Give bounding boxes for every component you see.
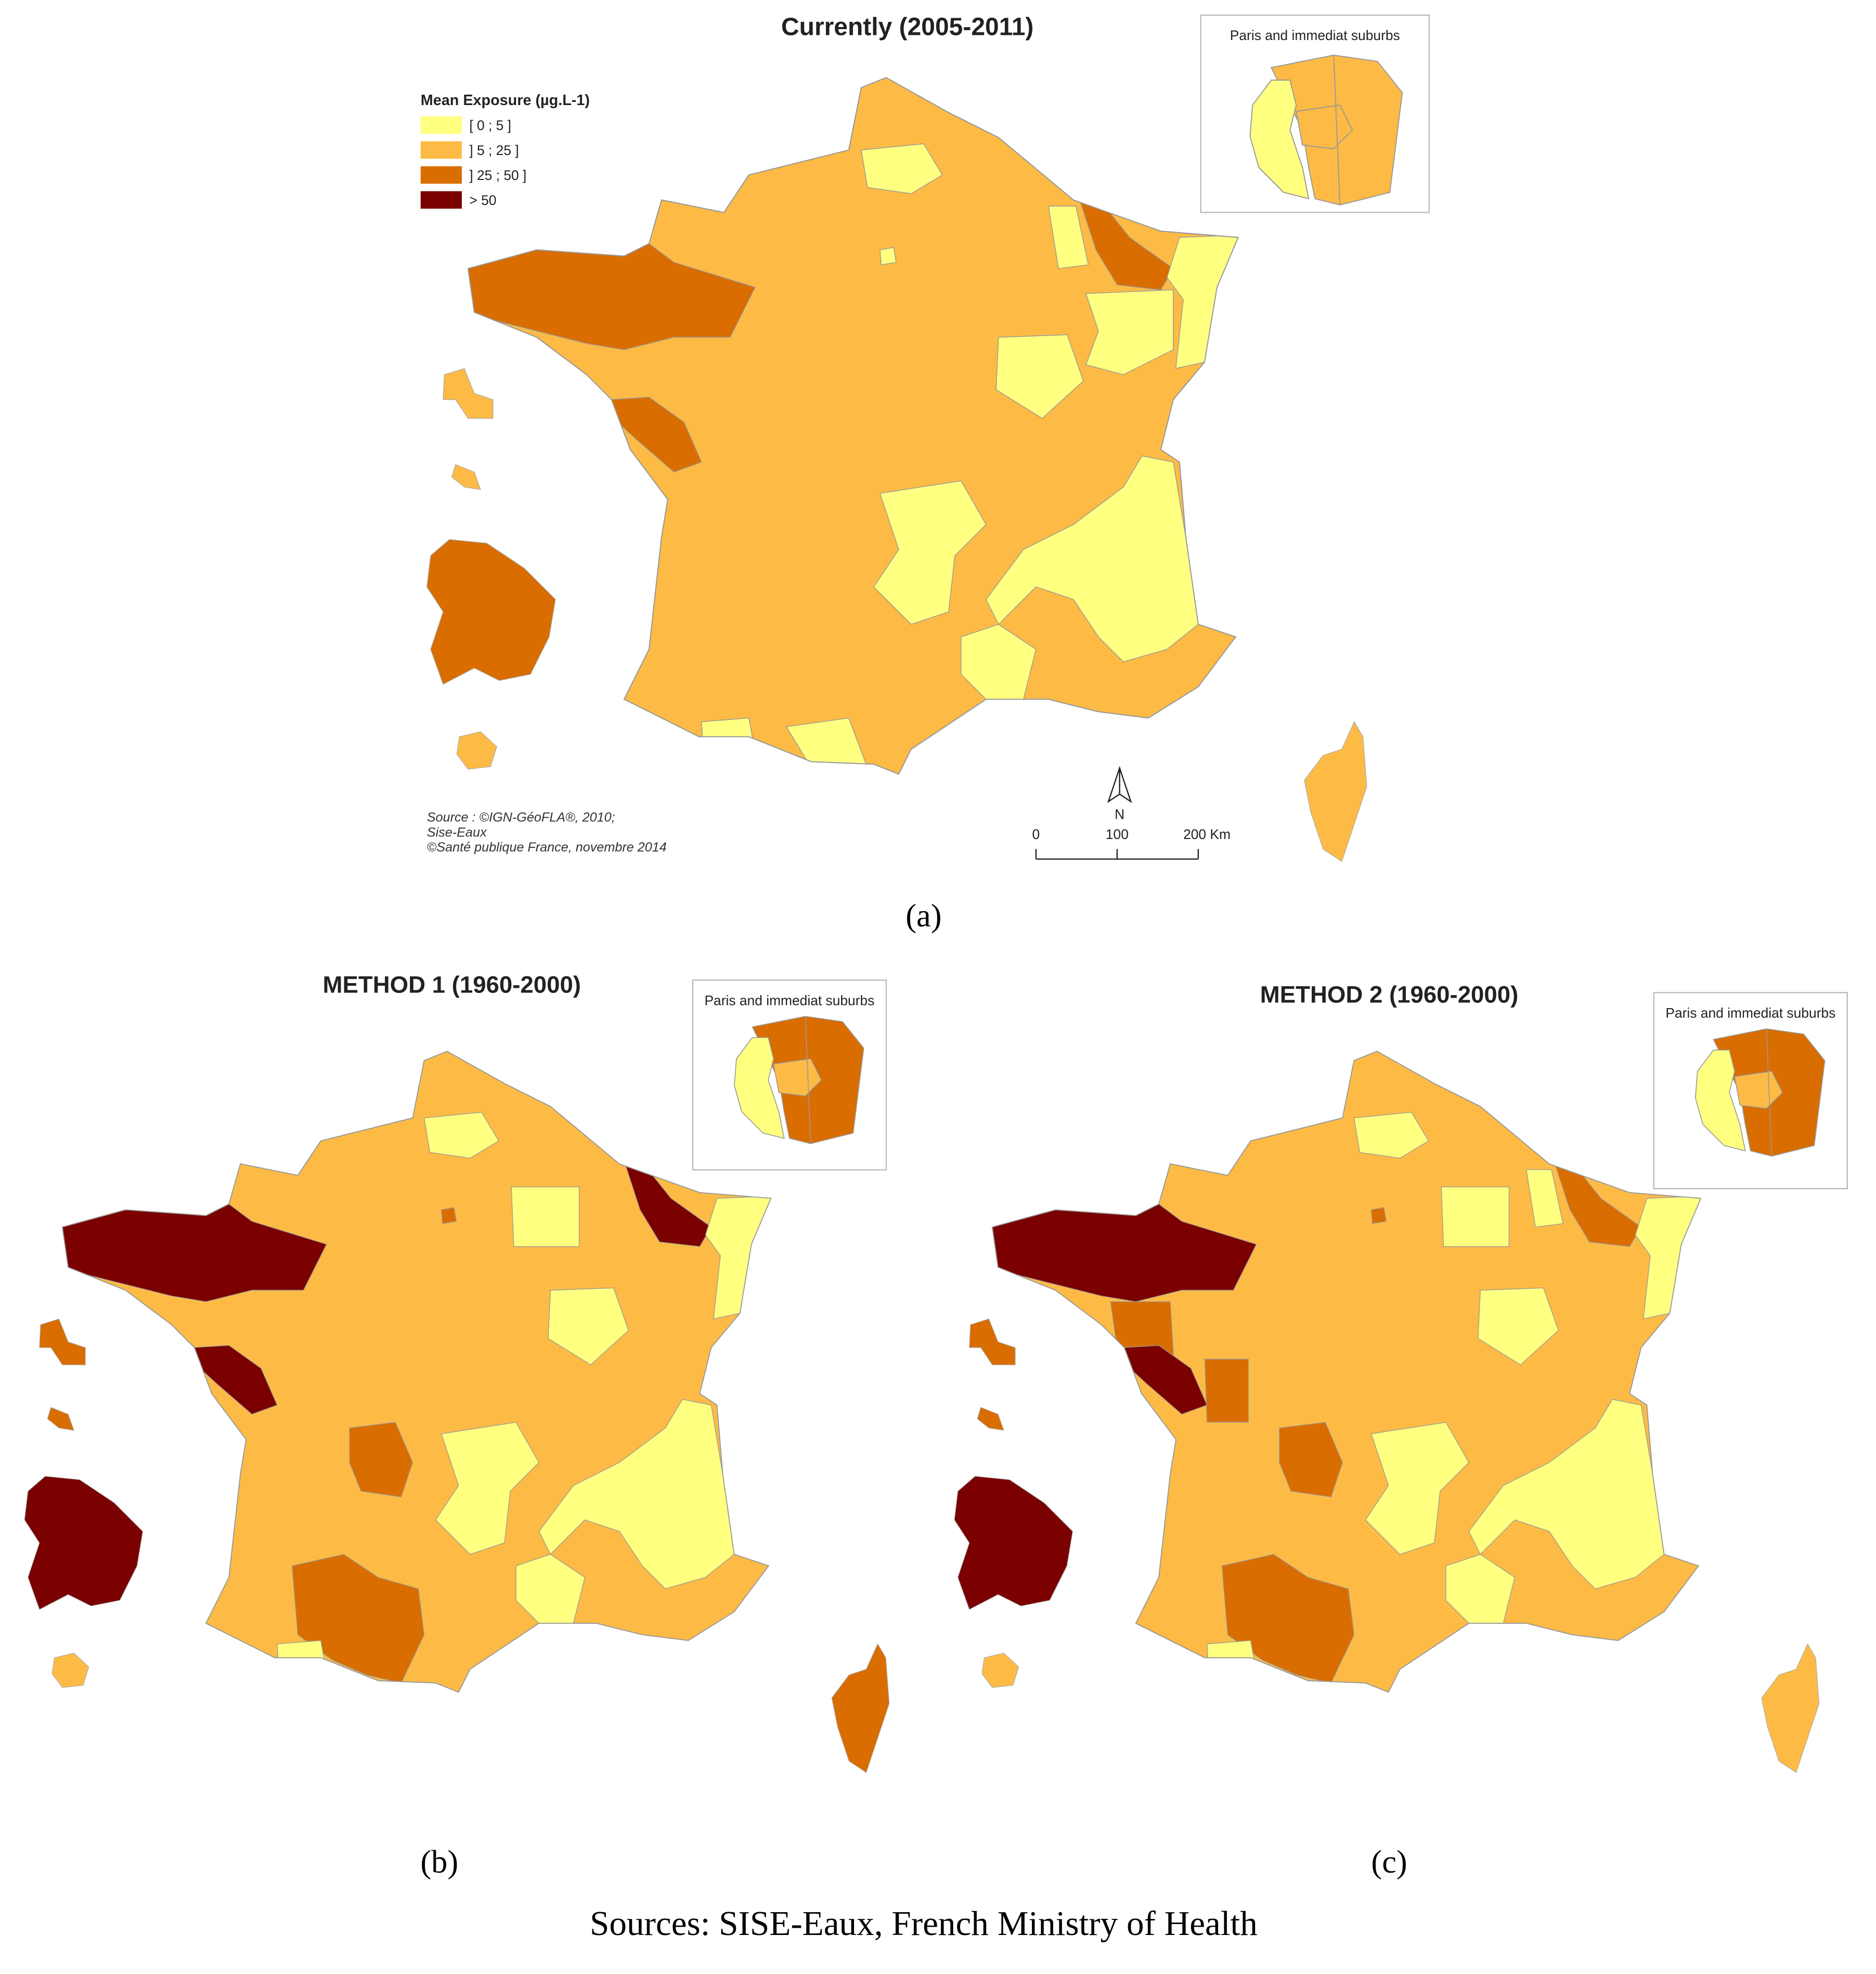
department xyxy=(1279,1422,1343,1498)
country-border xyxy=(62,1051,772,1693)
inset-border xyxy=(1333,55,1341,205)
overseas-guiana xyxy=(24,1476,144,1610)
overseas-reunion xyxy=(981,1653,1019,1688)
department xyxy=(349,1422,413,1498)
inset-paris xyxy=(773,1058,822,1096)
department xyxy=(879,247,897,266)
footer-source: Sources: SISE-Eaux, French Ministry of H… xyxy=(590,1904,1258,1943)
department xyxy=(1478,1287,1559,1365)
overseas-guiana xyxy=(954,1476,1073,1610)
north-label: N xyxy=(1115,807,1124,822)
overseas-corsica xyxy=(831,1643,890,1773)
inset-title: Paris and immediat suburbs xyxy=(704,992,874,1008)
map-title: Currently (2005-2011) xyxy=(781,14,1033,41)
country xyxy=(467,77,1239,775)
regions xyxy=(992,1112,1701,1693)
legend-swatch xyxy=(420,166,462,184)
legend-label: > 50 xyxy=(469,192,496,208)
inset-border xyxy=(1766,1028,1773,1156)
map-caption: (a) xyxy=(905,898,941,934)
department xyxy=(1525,1169,1564,1228)
inset-west xyxy=(1694,1049,1746,1152)
scale-label: 200 Km xyxy=(1183,827,1231,842)
map-caption: (b) xyxy=(420,1844,458,1880)
department xyxy=(423,1112,499,1159)
department xyxy=(1204,1359,1249,1423)
department xyxy=(1441,1186,1510,1247)
inset-map xyxy=(1694,1028,1826,1157)
inset-west xyxy=(734,1037,785,1139)
inset-title: Paris and immediat suburbs xyxy=(1230,28,1400,43)
overseas-guadeloupe xyxy=(443,368,494,419)
legend-swatch xyxy=(420,141,462,159)
department xyxy=(1370,1207,1387,1224)
inset-west xyxy=(1249,80,1310,200)
inset-border xyxy=(805,1016,811,1144)
legend-swatch xyxy=(420,116,462,134)
scale-label: 0 xyxy=(1032,827,1040,842)
department xyxy=(873,480,987,625)
overseas-guadeloupe xyxy=(969,1318,1016,1365)
legend-label: ] 5 ; 25 ] xyxy=(469,143,519,158)
scale-label: 100 xyxy=(1106,827,1129,842)
country-border xyxy=(991,1051,1702,1693)
overseas-reunion xyxy=(51,1653,89,1688)
source-note: Sise-Eaux xyxy=(427,825,487,840)
legend-label: ] 25 ; 50 ] xyxy=(469,167,526,183)
legend-title: Mean Exposure (µg.L-1) xyxy=(421,92,590,109)
map-title: METHOD 2 (1960-2000) xyxy=(1260,981,1519,1008)
overseas-martinique xyxy=(47,1407,74,1431)
overseas-guiana xyxy=(426,539,556,685)
regions xyxy=(468,143,1238,775)
source-note: Source : ©IGN-GéoFLA®, 2010; xyxy=(427,810,615,825)
department xyxy=(548,1287,629,1365)
department xyxy=(1085,289,1174,376)
country-border xyxy=(467,77,1239,775)
overseas-martinique xyxy=(977,1407,1004,1431)
overseas-guadeloupe xyxy=(39,1318,86,1365)
department xyxy=(995,334,1084,419)
department xyxy=(435,1422,540,1555)
department xyxy=(1353,1112,1429,1159)
overseas-corsica xyxy=(1304,721,1367,862)
overseas-martinique xyxy=(451,464,481,490)
map-caption: (c) xyxy=(1371,1844,1407,1880)
map xyxy=(426,77,1367,862)
department xyxy=(1048,205,1089,269)
department xyxy=(441,1207,457,1224)
inset-map xyxy=(734,1016,864,1144)
map-title: METHOD 1 (1960-2000) xyxy=(323,971,581,998)
department xyxy=(861,143,943,195)
inset-title: Paris and immediat suburbs xyxy=(1665,1005,1835,1021)
inset-map xyxy=(1249,55,1403,205)
source-note: ©Santé publique France, novembre 2014 xyxy=(427,840,667,855)
map xyxy=(954,1051,1820,1773)
department xyxy=(511,1186,580,1247)
overseas-corsica xyxy=(1761,1643,1820,1773)
overseas-reunion xyxy=(456,731,497,770)
inset-paris xyxy=(1734,1070,1783,1109)
legend-swatch xyxy=(420,191,462,209)
legend-label: [ 0 ; 5 ] xyxy=(469,118,511,133)
inset-paris xyxy=(1296,104,1353,149)
department xyxy=(1365,1422,1469,1555)
